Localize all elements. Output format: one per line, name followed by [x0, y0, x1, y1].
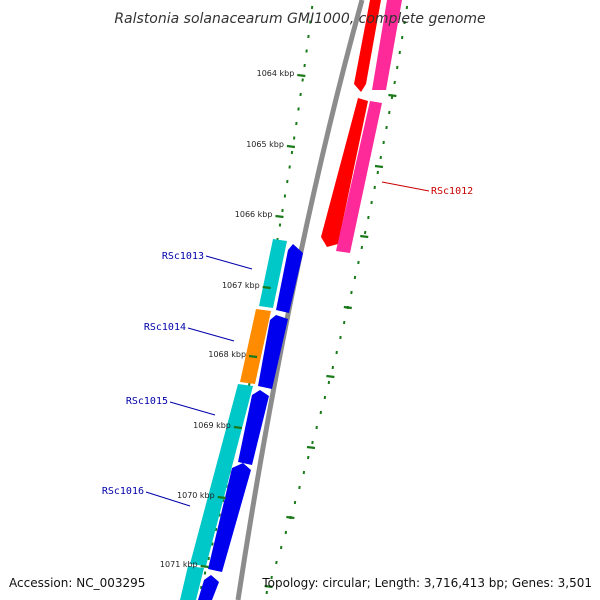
- genome-summary: Topology: circular; Length: 3,716,413 bp…: [261, 576, 592, 590]
- major-tick: [275, 214, 284, 219]
- gene-label-rsc1013[interactable]: RSc1013: [162, 251, 204, 262]
- major-tick: [374, 164, 384, 169]
- major-tick: [217, 495, 226, 500]
- gene-rsc1012-reverse-red-b[interactable]: [321, 98, 368, 247]
- tick-label: 1070 kbp: [177, 491, 215, 500]
- major-tick: [360, 234, 369, 239]
- gene-rsc1015-cds[interactable]: [190, 384, 253, 566]
- major-tick: [200, 564, 209, 569]
- gene-rsc1014-cds[interactable]: [240, 309, 271, 384]
- genome-backbone: [235, 0, 365, 600]
- gene-rsc1012-reverse-pink[interactable]: [372, 0, 402, 90]
- major-tick: [297, 73, 306, 78]
- gene-label-leader: [169, 401, 216, 416]
- major-tick: [286, 144, 296, 149]
- tick-label: 1068 kbp: [208, 350, 246, 359]
- gene-rsc1012-reverse-red[interactable]: [354, 0, 381, 92]
- major-tick: [326, 374, 335, 379]
- major-tick: [286, 515, 295, 520]
- tick-label: 1066 kbp: [235, 210, 273, 219]
- tick-label: 1071 kbp: [160, 560, 198, 569]
- gene-rsc1014-blue[interactable]: [258, 315, 288, 389]
- major-tick: [264, 584, 273, 589]
- major-tick: [343, 305, 352, 310]
- gene-label-leader: [145, 491, 191, 507]
- gene-label-rsc1014[interactable]: RSc1014: [144, 322, 186, 333]
- major-tick: [262, 285, 271, 290]
- gene-rsc1016-cds[interactable]: [180, 566, 204, 600]
- tick-labels: 1064 kbp 1065 kbp 1066 kbp 1067 kbp 1068 kbp…: [160, 69, 397, 589]
- major-tick: [306, 445, 316, 450]
- tick-label: 1065 kbp: [246, 140, 284, 149]
- gene-rsc1016-blue[interactable]: [208, 463, 251, 572]
- major-tick: [233, 425, 243, 430]
- gene-rsc1017-blue[interactable]: [198, 575, 219, 600]
- accession-label: Accession: NC_003295: [9, 576, 145, 590]
- gene-rsc1013-blue[interactable]: [276, 244, 303, 313]
- major-tick: [248, 354, 258, 359]
- gene-label-rsc1015[interactable]: RSc1015: [126, 396, 168, 407]
- map-title: Ralstonia solanacearum GMI1000, complete…: [114, 11, 485, 27]
- gene-label-rsc1012[interactable]: RSc1012: [431, 186, 473, 197]
- gene-label-leader: [205, 255, 253, 270]
- major-tick: [388, 93, 397, 98]
- gene-label-leader: [187, 327, 235, 342]
- tick-label: 1069 kbp: [193, 421, 231, 430]
- gene-rsc1012-reverse-pink-b[interactable]: [336, 101, 382, 253]
- gene-rsc1013-cds[interactable]: [259, 239, 287, 308]
- right-tick-track: [265, 5, 409, 595]
- gene-label-leader: [381, 181, 430, 192]
- gene-labels: RSc1012 RSc1013 RSc1014 RSc1015 RSc1016: [102, 181, 473, 507]
- tick-label: 1064 kbp: [257, 69, 295, 78]
- gene-label-rsc1016[interactable]: RSc1016: [102, 486, 144, 497]
- tick-label: 1067 kbp: [222, 281, 260, 290]
- gene-rsc1015-blue[interactable]: [238, 390, 269, 465]
